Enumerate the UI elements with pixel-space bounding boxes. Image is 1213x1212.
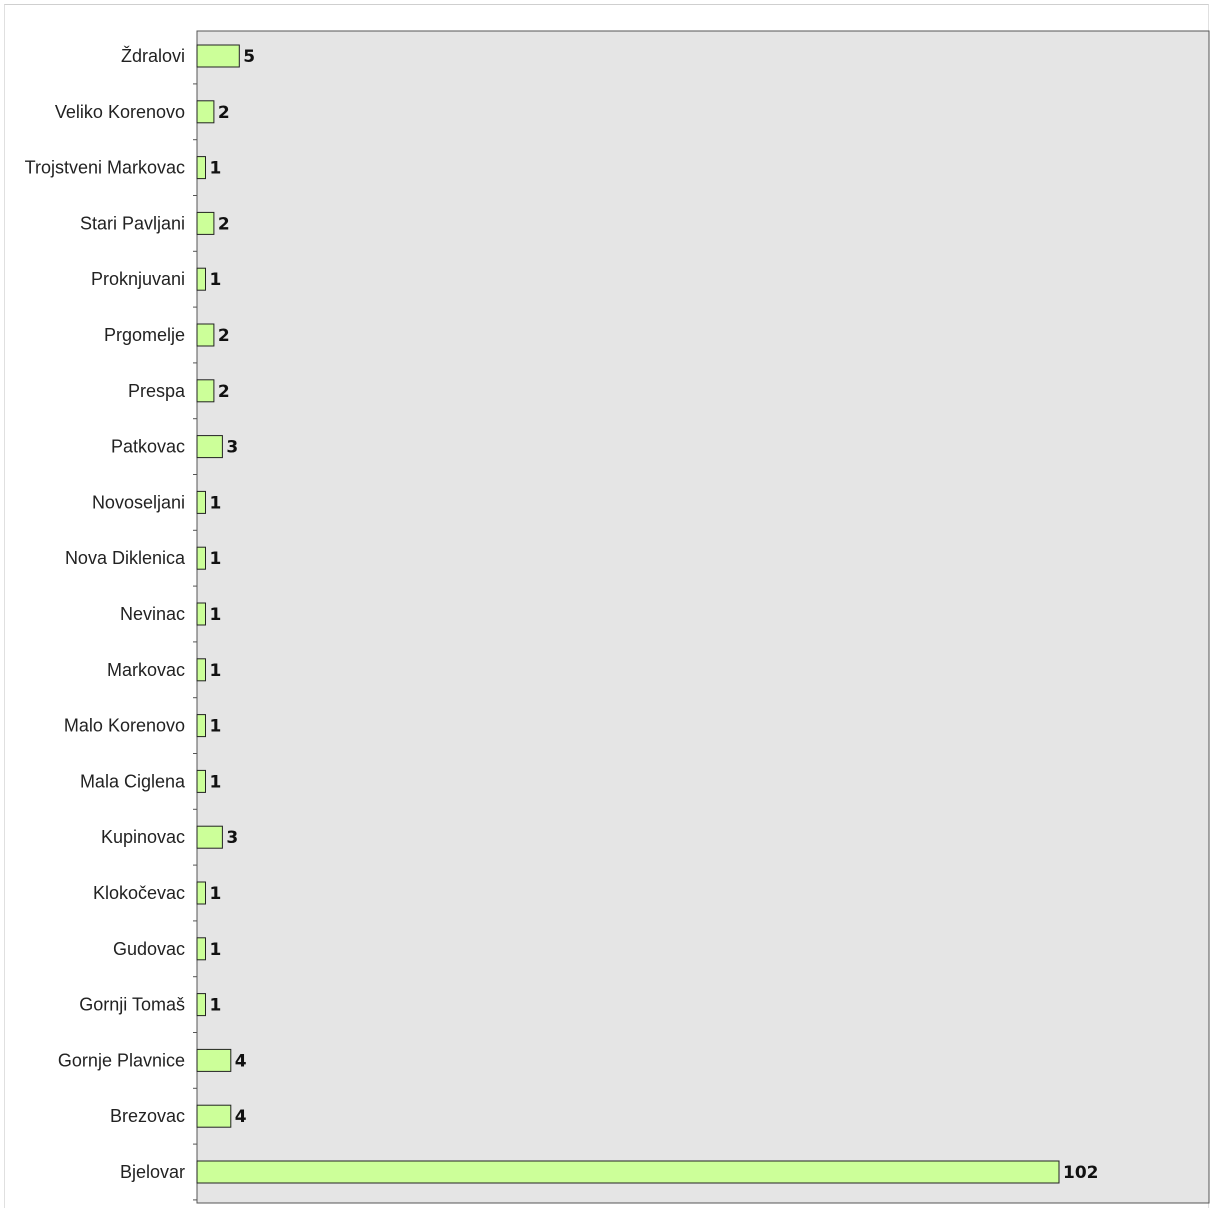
bar	[196, 100, 215, 124]
category-label: Proknjuvani	[91, 269, 185, 289]
data-label: 4	[235, 1051, 247, 1071]
bar	[196, 1160, 1060, 1184]
data-label: 1	[210, 940, 222, 960]
bar	[196, 769, 206, 793]
category-label: Mala Ciglena	[80, 771, 186, 791]
bar	[196, 211, 215, 235]
category-label: Ždralovi	[121, 46, 185, 66]
category-label: Gornji Tomaš	[79, 995, 185, 1015]
data-label: 1	[210, 661, 222, 681]
data-label: 1	[210, 549, 222, 569]
category-label: Bjelovar	[120, 1162, 185, 1182]
category-label: Malo Korenovo	[64, 716, 185, 736]
data-label: 2	[218, 382, 230, 402]
category-label: Patkovac	[111, 437, 185, 457]
data-label: 1	[210, 270, 222, 290]
bar	[196, 490, 206, 514]
category-label: Kupinovac	[101, 827, 185, 847]
category-label: Novoseljani	[92, 492, 185, 512]
data-label: 1	[210, 996, 222, 1016]
category-label: Brezovac	[110, 1106, 185, 1126]
bar	[196, 44, 240, 68]
bar	[196, 1104, 232, 1128]
bar	[196, 379, 215, 403]
data-label: 1	[210, 159, 222, 179]
bar	[196, 156, 206, 180]
category-label: Klokočevac	[93, 883, 185, 903]
category-label: Gornje Plavnice	[58, 1050, 185, 1070]
bar	[196, 602, 206, 626]
bar	[196, 825, 223, 849]
category-label: Stari Pavljani	[80, 213, 185, 233]
data-label: 3	[226, 438, 238, 458]
bar	[196, 546, 206, 570]
data-label: 1	[210, 884, 222, 904]
bar	[196, 881, 206, 905]
category-label: Prgomelje	[104, 325, 185, 345]
category-labels: Ždralovi Veliko Korenovo Trojstveni Markov…	[25, 46, 186, 1182]
category-label: Prespa	[128, 381, 186, 401]
data-label: 1	[210, 717, 222, 737]
bar	[196, 267, 206, 291]
category-label: Markovac	[107, 660, 185, 680]
tick-marks	[193, 83, 197, 1201]
data-label: 1	[210, 493, 222, 513]
data-label: 3	[226, 828, 238, 848]
category-label: Veliko Korenovo	[55, 102, 185, 122]
category-label: Trojstveni Markovac	[25, 158, 185, 178]
data-label: 2	[218, 103, 230, 123]
data-label: 4	[235, 1107, 247, 1127]
category-label: Nova Diklenica	[65, 548, 186, 568]
bar	[196, 323, 215, 347]
data-label: 102	[1063, 1163, 1099, 1183]
bar	[196, 714, 206, 738]
category-label: Nevinac	[120, 604, 185, 624]
data-label: 1	[210, 772, 222, 792]
bar	[196, 658, 206, 682]
bar	[196, 993, 206, 1017]
bar	[196, 937, 206, 961]
bar	[196, 435, 223, 459]
bar	[196, 1048, 232, 1072]
category-label: Gudovac	[113, 939, 185, 959]
data-label: 2	[218, 214, 230, 234]
bars	[196, 44, 1060, 1184]
value-labels: 5 2 1 2 1 2 2 3 1 1 1 1 1 1 3 1 1 1 4 4 102	[210, 47, 1099, 1183]
data-label: 1	[210, 605, 222, 625]
data-label: 2	[218, 326, 230, 346]
plot-area	[196, 30, 1210, 1204]
data-label: 5	[243, 47, 255, 67]
